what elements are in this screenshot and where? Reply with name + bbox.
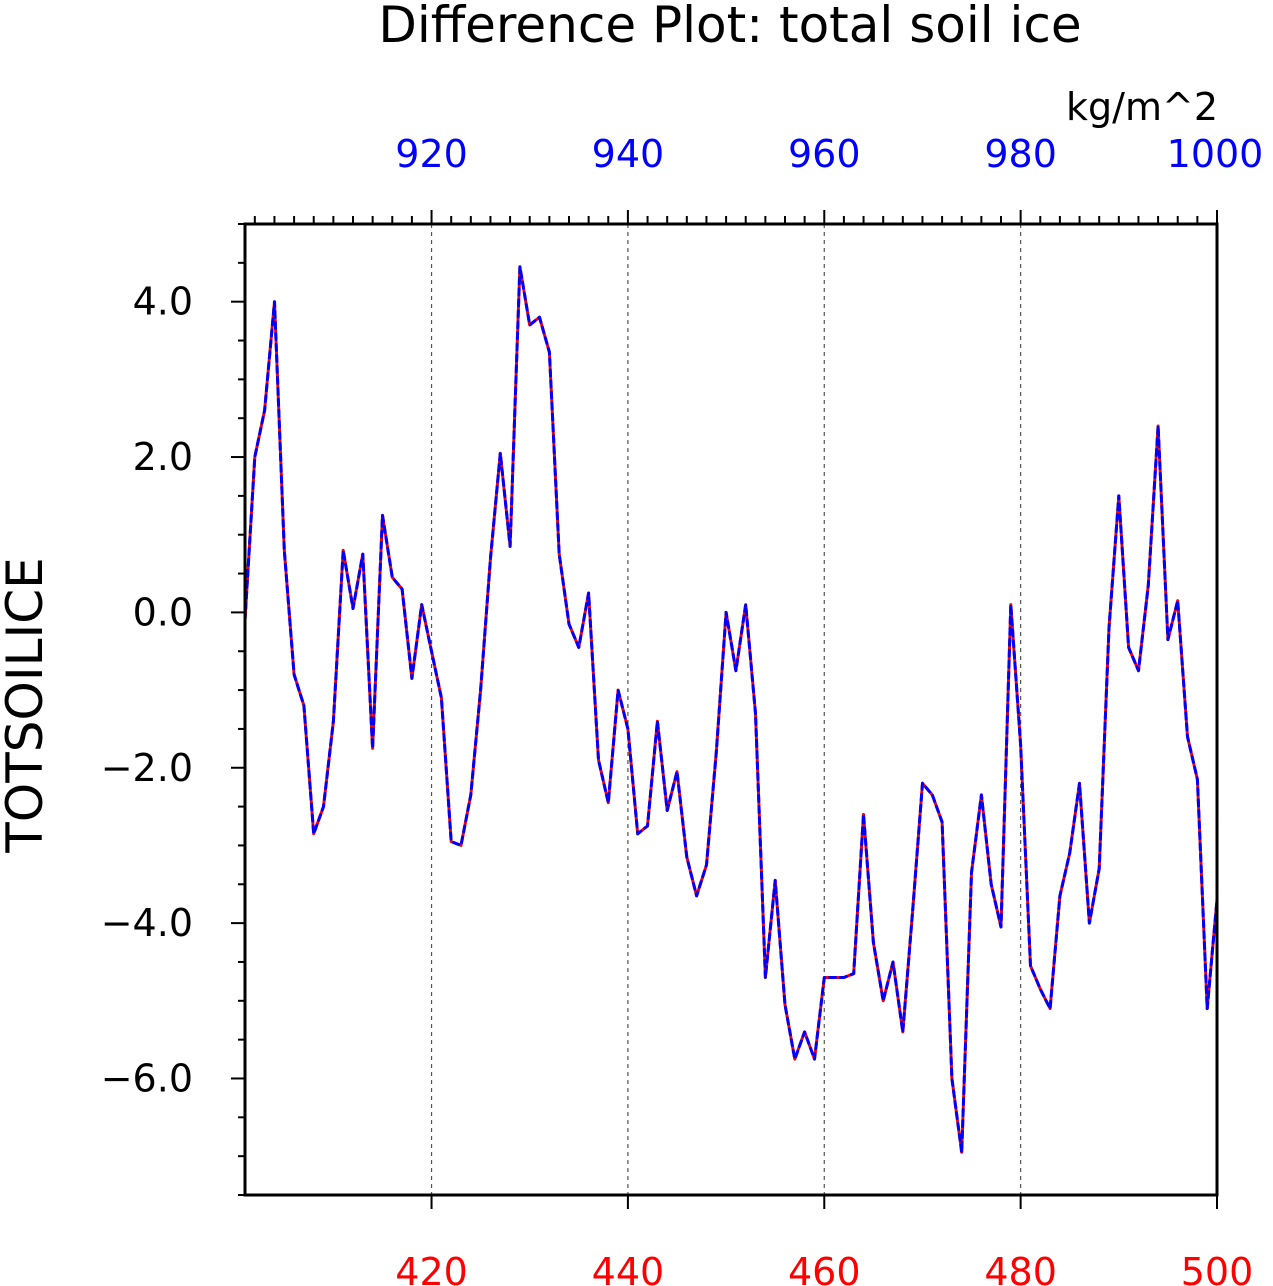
y-tick-label: 0.0 [133, 590, 193, 634]
x-bottom-tick-label: 480 [984, 1250, 1057, 1286]
plot-frame [243, 222, 1219, 1197]
series-line-red [243, 265, 1219, 1154]
grid-lines [430, 224, 1022, 1195]
tick-labels: 4.0 2.0 0.0 −2.0 −4.0 −6.0 420 440 460 480 500 920 9… [101, 132, 1264, 1286]
x-top-tick-label: 920 [395, 132, 468, 176]
units-label: kg/m^2 [1066, 85, 1218, 129]
plot-border [243, 222, 1219, 1197]
x-bottom-tick-label: 500 [1181, 1250, 1254, 1286]
y-tick-label: 2.0 [133, 435, 193, 479]
x-top-tick-label: 980 [984, 132, 1057, 176]
x-bottom-tick-label: 460 [788, 1250, 861, 1286]
y-tick-label: 4.0 [133, 280, 193, 324]
y-tick-label: −2.0 [101, 746, 193, 790]
chart-title: Difference Plot: total soil ice [378, 0, 1081, 54]
y-axis-label: TOTSOILICE [0, 557, 54, 853]
x-bottom-tick-label: 420 [395, 1250, 468, 1286]
x-top-tick-label: 940 [592, 132, 665, 176]
series-lines [243, 265, 1219, 1154]
y-tick-label: −4.0 [101, 901, 193, 945]
x-top-tick-label: 1000 [1167, 132, 1264, 176]
series-line-blue-dashed [243, 265, 1219, 1154]
axis-ticks [231, 210, 1218, 1209]
x-bottom-tick-label: 440 [592, 1250, 665, 1286]
y-tick-label: −6.0 [101, 1056, 193, 1100]
x-top-tick-label: 960 [788, 132, 861, 176]
